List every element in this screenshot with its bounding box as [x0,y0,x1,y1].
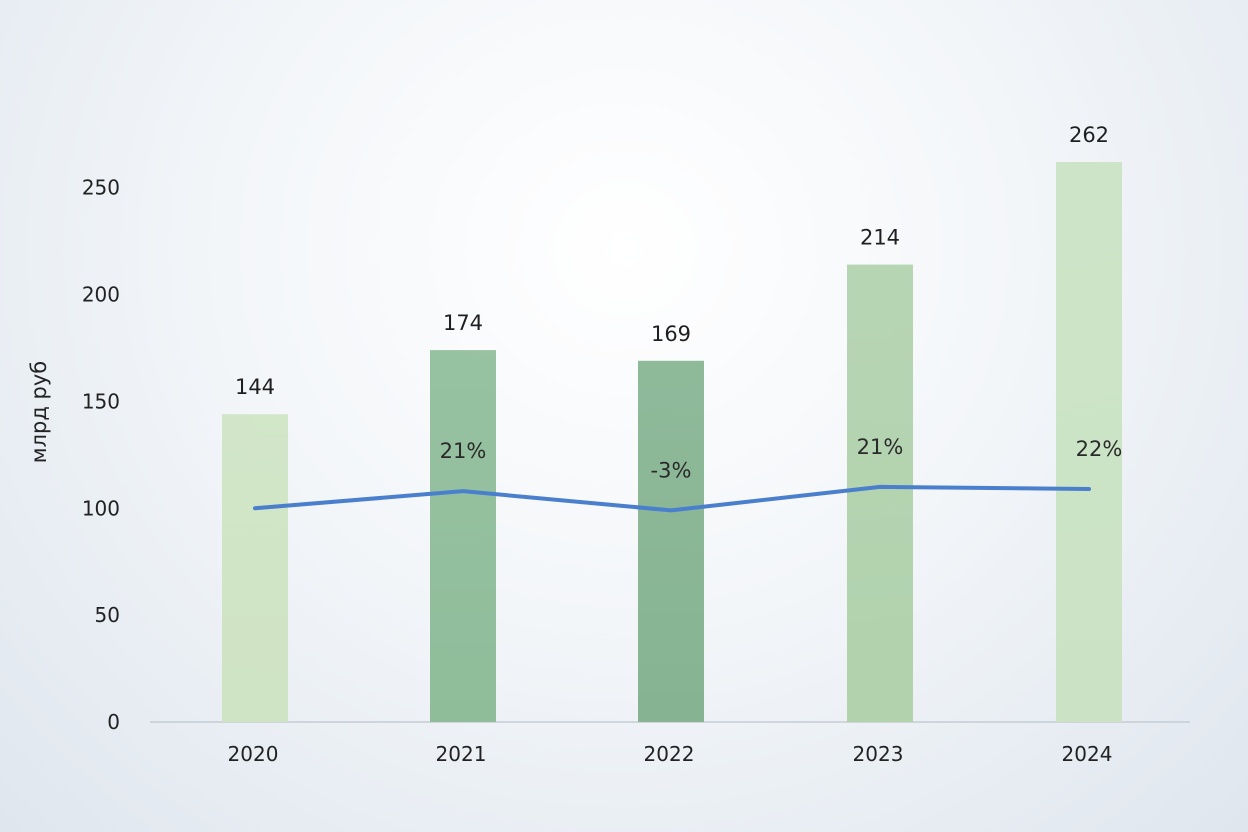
x-tick-label: 2024 [1062,742,1113,766]
bar-value-label: 262 [1069,123,1109,147]
bar-value-label: 174 [443,311,483,335]
growth-label: 22% [1076,437,1123,461]
bar-2020 [222,414,288,722]
y-tick-label: 200 [82,283,120,307]
y-axis-ticks: 0 50 100 150 200 250 [82,176,120,734]
growth-label: 21% [440,439,487,463]
growth-labels: 21% -3% 21% 22% [440,435,1123,483]
bar-2024 [1056,162,1122,722]
bars [222,162,1122,722]
x-tick-label: 2023 [853,742,904,766]
y-tick-label: 250 [82,176,120,200]
x-tick-label: 2022 [644,742,695,766]
x-tick-label: 2021 [436,742,487,766]
bar-value-label: 214 [860,226,900,250]
growth-label: 21% [857,435,904,459]
y-tick-label: 0 [107,710,120,734]
bar-2021 [430,350,496,722]
y-tick-label: 50 [95,603,120,627]
growth-label: -3% [651,458,692,482]
bar-2022 [638,360,704,722]
y-tick-label: 150 [82,389,120,413]
bar-value-label: 169 [651,322,691,346]
y-tick-label: 100 [82,496,120,520]
growth-line [253,484,1091,513]
x-axis-ticks: 2020 2021 2022 2023 2024 [228,742,1113,766]
bar-value-labels: 144 174 169 214 262 [235,123,1109,399]
y-axis-title: млрд руб [27,361,51,464]
x-tick-label: 2020 [228,742,279,766]
bar-value-label: 144 [235,375,275,399]
bar-2023 [847,264,913,722]
